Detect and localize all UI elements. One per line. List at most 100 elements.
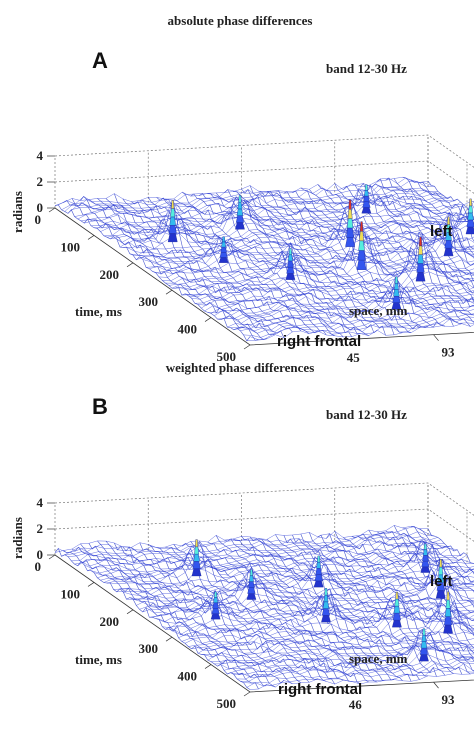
x-tick-label: 100: [61, 586, 81, 601]
surface-peak-segment: [192, 561, 201, 569]
surface-peak-segment: [394, 276, 399, 284]
surface-peak-segment: [393, 605, 401, 614]
panel-a-zlabel: radians: [10, 191, 25, 233]
surface-peak-segment: [236, 208, 244, 216]
surface-peak-segment: [317, 555, 321, 563]
surface-peak-segment: [213, 597, 219, 603]
panel-b-surface-peaks: [191, 539, 453, 662]
x-tick-label: 200: [100, 267, 120, 282]
surface-peak-segment: [348, 199, 352, 210]
surface-peak-segment: [363, 190, 369, 197]
x-tick-label: 300: [139, 641, 159, 656]
panel-a-ylabel: space, mm: [349, 303, 408, 318]
panel-b-letter: B: [92, 394, 108, 419]
surface-peak-segment: [468, 205, 473, 214]
z-tick-label: 0: [37, 200, 44, 215]
y-tick-label: 45: [347, 350, 361, 365]
surface-peak-segment: [285, 273, 296, 280]
surface-peak-segment: [346, 218, 354, 229]
surface-peak-segment: [446, 591, 450, 601]
surface-peak-segment: [444, 608, 452, 617]
surface-peak-segment: [170, 208, 176, 218]
surface-peak-segment: [392, 295, 401, 303]
surface-peak-segment: [345, 237, 355, 247]
surface-peak-segment: [467, 212, 474, 221]
surface-peak-segment: [420, 641, 428, 649]
surface-peak-segment: [324, 588, 328, 596]
surface-peak-segment: [235, 222, 245, 230]
surface-peak-segment: [395, 591, 399, 600]
surface-peak-segment: [363, 195, 370, 202]
surface-peak-segment: [422, 555, 429, 562]
surface-peak-segment: [364, 184, 369, 191]
surface-peak-segment: [362, 201, 371, 208]
panel-a-surface-mesh: [54, 176, 474, 342]
surface-peak-segment: [392, 612, 401, 621]
surface-peak-segment: [194, 539, 199, 548]
y-tick-label: 46: [349, 697, 363, 712]
surface-peak-segment: [218, 257, 229, 263]
panel-b-x-ticks: 0 100 200 300 400 500: [35, 554, 251, 711]
panel-b-y-start-label: right frontal: [278, 681, 362, 698]
x-tick-label: 100: [61, 239, 81, 254]
surface-peak-segment: [221, 241, 227, 248]
surface-peak-segment: [416, 263, 425, 273]
panel-b-z-ticks: 0 2 4: [37, 495, 55, 562]
panel-a-surface-peaks: [167, 184, 474, 310]
surface-peak-segment: [169, 216, 176, 226]
surface-peak-segment: [347, 209, 353, 219]
panel-a-xlabel: time, ms: [75, 304, 122, 319]
surface-peak-segment: [212, 602, 219, 609]
surface-peak-segment: [287, 260, 294, 268]
panel-b: weighted phase differences B band 12-30 …: [10, 360, 474, 712]
panel-a: absolute phase differences A band 12-30 …: [10, 13, 474, 365]
surface-peak-segment: [443, 247, 454, 257]
y-tick-label: 93: [442, 692, 456, 707]
surface-peak-segment: [418, 236, 423, 247]
surface-peak-segment: [248, 575, 254, 582]
panel-a-y-end-label: left: [430, 223, 453, 240]
surface-peak-segment: [394, 598, 400, 607]
surface-peak-segment: [286, 266, 295, 274]
surface-peak-segment: [392, 619, 402, 628]
surface-peak-segment: [315, 568, 322, 575]
surface-peak-segment: [288, 248, 293, 255]
z-tick-label: 2: [37, 174, 44, 189]
surface-peak-segment: [314, 574, 323, 582]
surface-peak-segment: [393, 289, 400, 297]
surface-peak-segment: [220, 246, 227, 253]
surface-peak-segment: [167, 233, 178, 243]
surface-peak-segment: [435, 590, 446, 599]
surface-peak-segment: [421, 560, 430, 568]
surface-peak-segment: [417, 254, 424, 264]
surface-peak-segment: [222, 236, 226, 243]
surface-peak-segment: [359, 221, 364, 232]
surface-peak-segment: [346, 227, 355, 238]
surface-peak-segment: [316, 561, 322, 569]
panel-a-x-ticks: 0 100 200 300 400 500: [35, 207, 251, 364]
x-tick-label: 0: [35, 212, 42, 227]
surface-peak-segment: [246, 593, 257, 600]
surface-peak-segment: [191, 568, 202, 577]
surface-peak-segment: [443, 624, 453, 634]
z-tick-label: 0: [37, 547, 44, 562]
panel-b-ylabel: space, mm: [349, 651, 408, 666]
panel-b-band-label: band 12-30 Hz: [326, 407, 407, 422]
panel-a-y-start-label: right frontal: [277, 333, 361, 350]
surface-peak-segment: [235, 215, 244, 223]
surface-peak-segment: [421, 634, 427, 642]
z-tick-label: 4: [37, 495, 44, 510]
surface-peak-segment: [357, 250, 366, 261]
x-tick-label: 500: [217, 349, 237, 364]
surface-peak-segment: [415, 272, 426, 282]
surface-peak-segment: [439, 559, 443, 568]
y-tick-label: 93: [442, 345, 456, 360]
surface-peak-segment: [313, 580, 324, 588]
surface-peak-segment: [249, 569, 254, 576]
surface-peak-segment: [468, 198, 473, 207]
surface-peak-segment: [171, 200, 175, 209]
panel-b-zlabel: radians: [10, 517, 25, 559]
surface-peak-segment: [420, 566, 431, 573]
surface-peak-segment: [418, 245, 423, 255]
surface-peak-segment: [356, 259, 367, 270]
